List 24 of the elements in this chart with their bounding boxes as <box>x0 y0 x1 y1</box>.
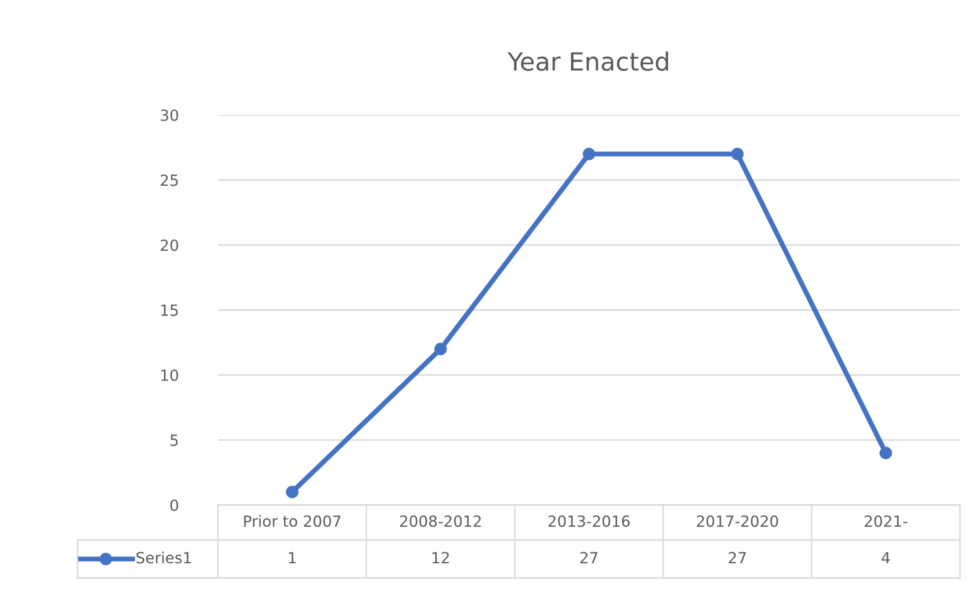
y-tick-label: 0 <box>170 499 178 512</box>
y-tick-label: 30 <box>160 109 178 122</box>
point <box>582 148 596 160</box>
data-label: 27 <box>728 552 746 564</box>
data-label: 4 <box>882 552 890 564</box>
y-tick-label: 10 <box>161 369 178 382</box>
point <box>286 486 298 498</box>
x-tick-label: 2008-2012 <box>400 515 481 527</box>
point <box>434 342 447 356</box>
chart-title: Year Enacted <box>508 52 668 71</box>
legend-label: Series1 <box>136 552 191 564</box>
x-tick-label: 2021- <box>864 515 908 527</box>
x-tick-label: Prior to 2007 <box>244 515 340 527</box>
point <box>731 148 744 160</box>
x-tick-label: 2013-2016 <box>548 515 630 527</box>
data-label: 12 <box>432 552 449 564</box>
data-label: 1 <box>289 552 296 564</box>
y-tick-label: 5 <box>170 434 178 446</box>
point <box>880 446 892 460</box>
data-label: 27 <box>580 552 598 564</box>
x-tick-label: 2017-2020 <box>696 515 778 527</box>
y-tick-label: 25 <box>160 174 178 186</box>
y-tick-label: 15 <box>161 304 178 316</box>
y-tick-label: 20 <box>160 239 178 252</box>
